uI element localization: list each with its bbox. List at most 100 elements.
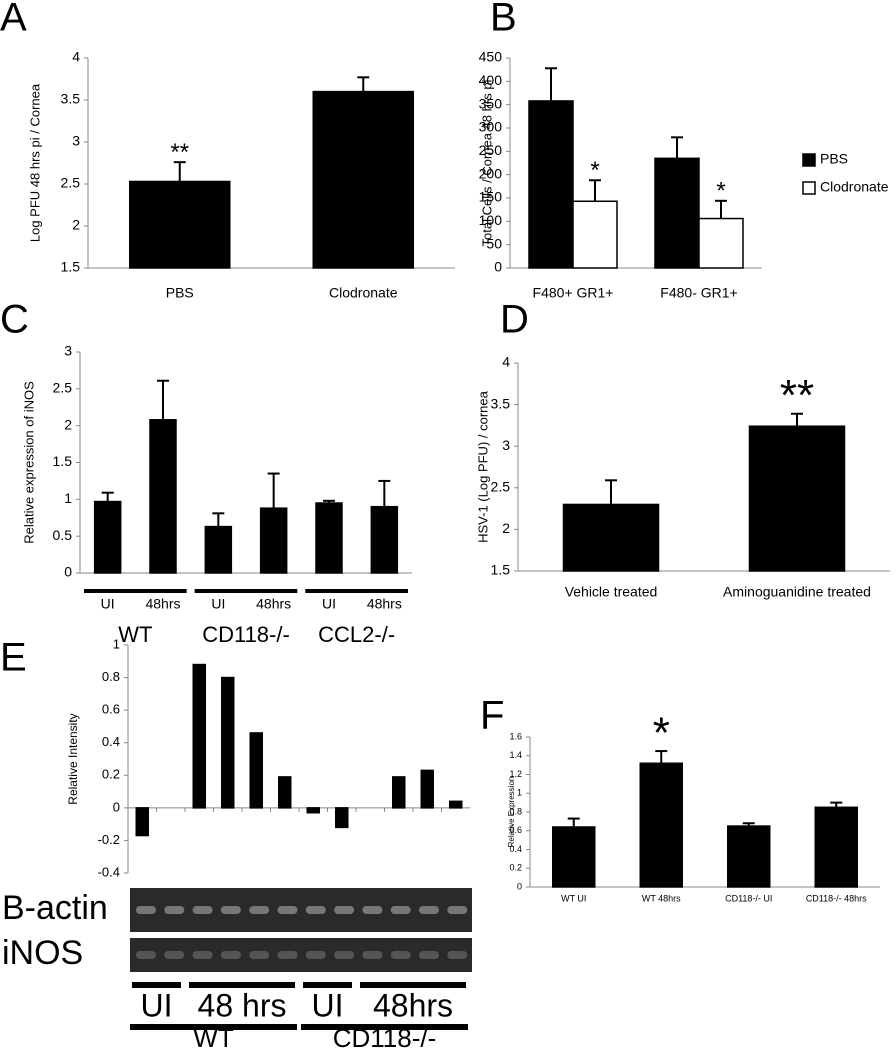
panel-label: D: [500, 298, 529, 342]
y-tick-label: -0.4: [98, 864, 120, 879]
gel-band: [447, 951, 468, 959]
annotation: *: [653, 708, 670, 757]
legend-swatch: [802, 181, 816, 195]
gel-band: [447, 906, 468, 914]
gel: [130, 938, 472, 972]
x-tick-label: Aminoguanidine treated: [723, 584, 871, 600]
bar: [528, 100, 574, 269]
lane-label: UI: [141, 987, 173, 1023]
gel-band: [277, 951, 298, 959]
y-axis-title: Relative expression of iNOS: [21, 381, 36, 544]
group-bracket: [194, 589, 298, 593]
y-tick-label: 1.4: [509, 750, 522, 760]
lane-bracket: [132, 982, 181, 988]
gel-band: [419, 906, 439, 914]
y-tick-label: 0.6: [509, 825, 522, 835]
x-tick-label: CD118-/- 48hrs: [806, 893, 867, 903]
y-axis-title: Total Cells / Cornea 48 hrs pi: [479, 79, 494, 246]
y-tick-label: 4: [502, 354, 510, 370]
x-tick-label: WT UI: [561, 893, 586, 903]
y-tick-label: 3: [64, 343, 72, 359]
panel-label: F: [480, 694, 504, 738]
bar: [562, 503, 660, 572]
y-axis-title: Log PFU 48 hrs pi / Cornea: [27, 83, 42, 242]
y-tick-label: 300: [479, 119, 503, 135]
bar: [552, 826, 596, 888]
bar: [572, 200, 618, 269]
lane-bracket: [189, 982, 295, 988]
x-tick-label: 48hrs: [367, 596, 402, 612]
x-tick-label: 48hrs: [256, 596, 291, 612]
y-axis-title: Relative Expression: [507, 777, 516, 848]
y-tick-label: 1: [113, 636, 120, 651]
y-tick-label: 400: [479, 72, 503, 88]
bar: [278, 776, 292, 809]
y-tick-label: 2: [72, 217, 80, 233]
bar: [335, 807, 349, 829]
gel-band: [305, 906, 326, 914]
gel: [130, 888, 472, 932]
bar: [392, 776, 406, 809]
bar: [259, 507, 288, 574]
y-tick-label: 3: [502, 437, 510, 453]
gel-band: [192, 906, 213, 914]
y-tick-label: 2: [502, 520, 510, 536]
y-tick-label: 450: [479, 49, 503, 65]
bar: [149, 419, 177, 574]
y-tick-label: 1.6: [509, 731, 522, 741]
legend-label: PBS: [820, 151, 848, 167]
panel-label: C: [0, 298, 29, 342]
bar: [93, 500, 122, 574]
gel-band: [362, 951, 383, 959]
legend-label: Clodronate: [820, 179, 889, 195]
gel-band: [305, 951, 326, 959]
bar: [221, 676, 235, 809]
group-bracket: [84, 589, 187, 593]
gel-band: [334, 906, 355, 914]
gel-band: [390, 951, 411, 959]
bar: [449, 800, 463, 809]
y-tick-label: 0: [64, 564, 72, 580]
lane-label: 48hrs: [373, 987, 453, 1023]
gel-band: [192, 951, 213, 959]
bar: [370, 505, 399, 574]
y-tick-label: 1.5: [53, 453, 73, 469]
bar: [727, 825, 771, 888]
group-bracket: [305, 589, 408, 593]
gel-band: [136, 906, 156, 914]
y-tick-label: 0.5: [53, 527, 73, 543]
lane-bracket: [303, 982, 352, 988]
bar: [698, 217, 744, 269]
x-tick-label: UI: [101, 596, 115, 612]
group-bracket: [130, 1024, 297, 1030]
bar: [306, 807, 320, 814]
gel-label: iNOS: [2, 934, 83, 972]
gel-band: [334, 951, 355, 959]
y-tick-label: 1.5: [61, 259, 81, 275]
bar: [129, 180, 231, 269]
x-tick-label: UI: [211, 596, 225, 612]
y-axis-title: Relative Intensity: [66, 713, 80, 804]
x-tick-label: F480- GR1+: [660, 285, 737, 301]
x-tick-label: WT 48hrs: [642, 893, 681, 903]
y-tick-label: 1.2: [509, 769, 522, 779]
y-tick-label: 0.8: [102, 669, 120, 684]
y-tick-label: 0.2: [102, 767, 120, 782]
group-label: CCL2-/-: [318, 622, 395, 647]
bar: [315, 502, 343, 574]
gel-band: [164, 951, 185, 959]
x-tick-label: F480+ GR1+: [533, 285, 614, 301]
y-tick-label: 200: [479, 165, 503, 181]
y-tick-label: 150: [479, 189, 503, 205]
y-tick-label: 1: [517, 788, 522, 798]
y-tick-label: 2.5: [53, 380, 73, 396]
annotation: **: [780, 371, 814, 420]
lane-label: 48 hrs: [198, 987, 287, 1023]
panel-label: E: [0, 636, 27, 680]
y-tick-label: 50: [486, 235, 502, 251]
bar: [420, 769, 434, 809]
gel-band: [390, 906, 411, 914]
gel-band: [419, 951, 439, 959]
bar: [192, 663, 206, 809]
y-tick-label: 0.8: [509, 806, 522, 816]
